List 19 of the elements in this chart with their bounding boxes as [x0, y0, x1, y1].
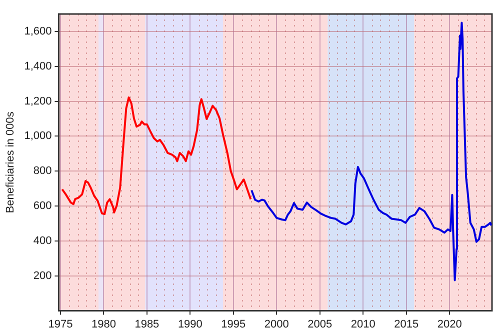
- x-tick-label: 2010: [350, 318, 376, 330]
- y-tick-label: 600: [33, 200, 52, 212]
- y-axis-title: Beneficiaries in 000s: [4, 111, 17, 214]
- y-tick-label: 200: [33, 270, 52, 282]
- y-tick-label: 400: [33, 234, 52, 247]
- x-tick-label: 1975: [48, 318, 73, 330]
- x-tick-label: 1995: [221, 318, 246, 330]
- x-tick-label: 2015: [394, 318, 419, 330]
- x-tick-label: 1980: [91, 318, 116, 330]
- y-tick-label: 1,200: [24, 95, 52, 108]
- x-tick-label: 1985: [134, 318, 160, 330]
- y-tick-label: 1,600: [24, 25, 52, 38]
- x-tick-label: 2020: [437, 318, 462, 330]
- x-tick-label: 2000: [264, 318, 289, 330]
- x-tick-label: 1990: [178, 318, 202, 330]
- y-tick-label: 1,400: [24, 60, 52, 72]
- y-tick-label: 800: [33, 165, 52, 178]
- y-tick-label: 1,000: [24, 130, 52, 142]
- x-tick-label: 2005: [308, 318, 332, 330]
